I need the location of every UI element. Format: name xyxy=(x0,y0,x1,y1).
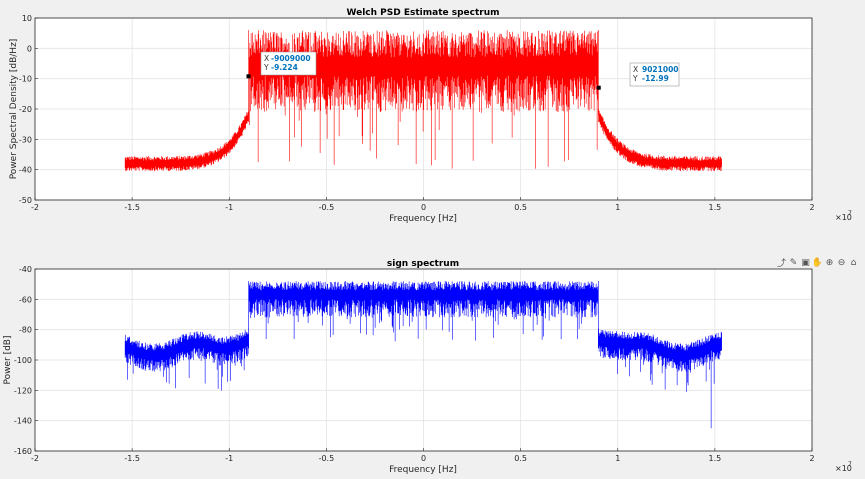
psd-ytick-label: -20 xyxy=(19,105,32,114)
sign-xlabel: Frequency [Hz] xyxy=(389,465,457,475)
sign-ytick-label: -40 xyxy=(19,265,32,274)
psd-axes[interactable]: -2 -1.5 -1 -0.5 0 0.5 1 1.5 2-50-40-30-20-10010 … xyxy=(9,8,852,224)
datatip-right-marker xyxy=(596,85,601,90)
datatip-left[interactable]: X -9009000 Y -9.224 xyxy=(246,51,317,79)
sign-xtick-label: -2 xyxy=(31,454,39,463)
export-icon[interactable]: ⤴ xyxy=(776,259,786,269)
datatip-left-box xyxy=(260,51,317,76)
psd-title: Welch PSD Estimate spectrum xyxy=(347,8,500,18)
datatip-right-x-value: 9021000 xyxy=(642,65,679,74)
sign-xtick-label: 0 xyxy=(421,454,426,463)
psd-xtick-label: 0.5 xyxy=(514,203,527,212)
sign-axes[interactable]: -2 -1.5 -1 -0.5 0 0.5 1 1.5 2 -160 -140 -120 -100 -80… xyxy=(3,259,852,475)
sign-ytick-label: -60 xyxy=(19,295,32,304)
sign-series xyxy=(124,281,722,429)
sign-ytick-label: -160 xyxy=(14,447,32,456)
sign-xtick-label: -0.5 xyxy=(319,454,335,463)
sign-x-exponent-base: ×10 xyxy=(835,464,852,473)
psd-ytick-label: -40 xyxy=(19,166,32,175)
datatip-left-y-label: Y xyxy=(263,63,269,72)
sign-ylabel: Power [dB] xyxy=(3,336,13,385)
datatip-left-x-label: X xyxy=(264,54,269,63)
psd-xlabel: Frequency [Hz] xyxy=(389,214,457,224)
psd-trace xyxy=(124,30,722,172)
datatip-right[interactable]: X 9021000 Y -12.99 xyxy=(596,62,680,90)
sign-xtick-label: 1 xyxy=(615,454,620,463)
zoom-in-icon[interactable]: ⊕ xyxy=(825,257,834,268)
sign-title: sign spectrum xyxy=(387,259,459,269)
psd-xtick-label: -1.5 xyxy=(124,203,140,212)
psd-ytick-label: -10 xyxy=(19,75,32,84)
datatip-left-x-value: -9009000 xyxy=(271,54,311,63)
zoom-out-icon[interactable]: ⊖ xyxy=(837,257,846,268)
home-icon[interactable]: ⌂ xyxy=(850,257,857,268)
psd-ytick-label: 0 xyxy=(27,44,32,53)
psd-xtick-label: 2 xyxy=(809,203,814,212)
sign-x-exponent: ×10 7 xyxy=(835,461,852,473)
psd-series xyxy=(124,30,722,172)
psd-ticks: -2 -1.5 -1 -0.5 0 0.5 1 1.5 2 -50 -40 -30 -20 -10 0 10 xyxy=(19,14,815,212)
psd-x-exponent-base: ×10 xyxy=(835,213,852,222)
sign-ticks: -2 -1.5 -1 -0.5 0 0.5 1 1.5 2 -160 -140 -120 -100 -80… xyxy=(14,265,815,463)
psd-xtick-label: 0 xyxy=(421,203,426,212)
datatip-right-x-label: X xyxy=(633,65,638,74)
datatip-left-y-value: -9.224 xyxy=(271,63,298,72)
sign-ytick-label: -140 xyxy=(14,417,32,426)
brush-icon[interactable]: ✎ xyxy=(789,257,798,268)
psd-ytick-label: -30 xyxy=(19,135,32,144)
sign-ytick-label: -80 xyxy=(19,326,32,335)
psd-xtick-label: -0.5 xyxy=(319,203,335,212)
axes-toolbar: ⤴ ✎ ▣ ✋ ⊕ ⊖ ⌂ xyxy=(776,257,859,270)
sign-trace xyxy=(124,281,722,429)
sign-xtick-label: -1.5 xyxy=(124,454,140,463)
psd-xtick-label: 1.5 xyxy=(709,203,722,212)
datatip-icon[interactable]: ▣ xyxy=(801,257,810,268)
datatip-right-y-value: -12.99 xyxy=(642,74,669,83)
psd-ytick-label: 10 xyxy=(22,14,32,23)
sign-x-exponent-power: 7 xyxy=(848,461,852,468)
psd-ytick-label: -50 xyxy=(19,196,32,205)
sign-ytick-label: -120 xyxy=(14,386,32,395)
sign-xtick-label: 1.5 xyxy=(709,454,722,463)
sign-xtick-label: 2 xyxy=(809,454,814,463)
sign-xtick-label: 0.5 xyxy=(514,454,527,463)
datatip-right-box xyxy=(629,62,680,87)
sign-xtick-label: -1 xyxy=(225,454,233,463)
psd-xtick-label: -2 xyxy=(31,203,39,212)
psd-xtick-label: -1 xyxy=(225,203,233,212)
psd-ylabel: Power Spectral Density [dB/Hz] xyxy=(9,39,19,180)
psd-x-exponent: ×10 7 xyxy=(835,210,852,222)
pan-icon[interactable]: ✋ xyxy=(811,257,824,268)
sign-ytick-label: -100 xyxy=(14,356,32,365)
datatip-left-marker xyxy=(246,74,251,79)
datatip-right-y-label: Y xyxy=(632,74,638,83)
psd-xtick-label: 1 xyxy=(615,203,620,212)
psd-x-exponent-power: 7 xyxy=(848,210,852,217)
